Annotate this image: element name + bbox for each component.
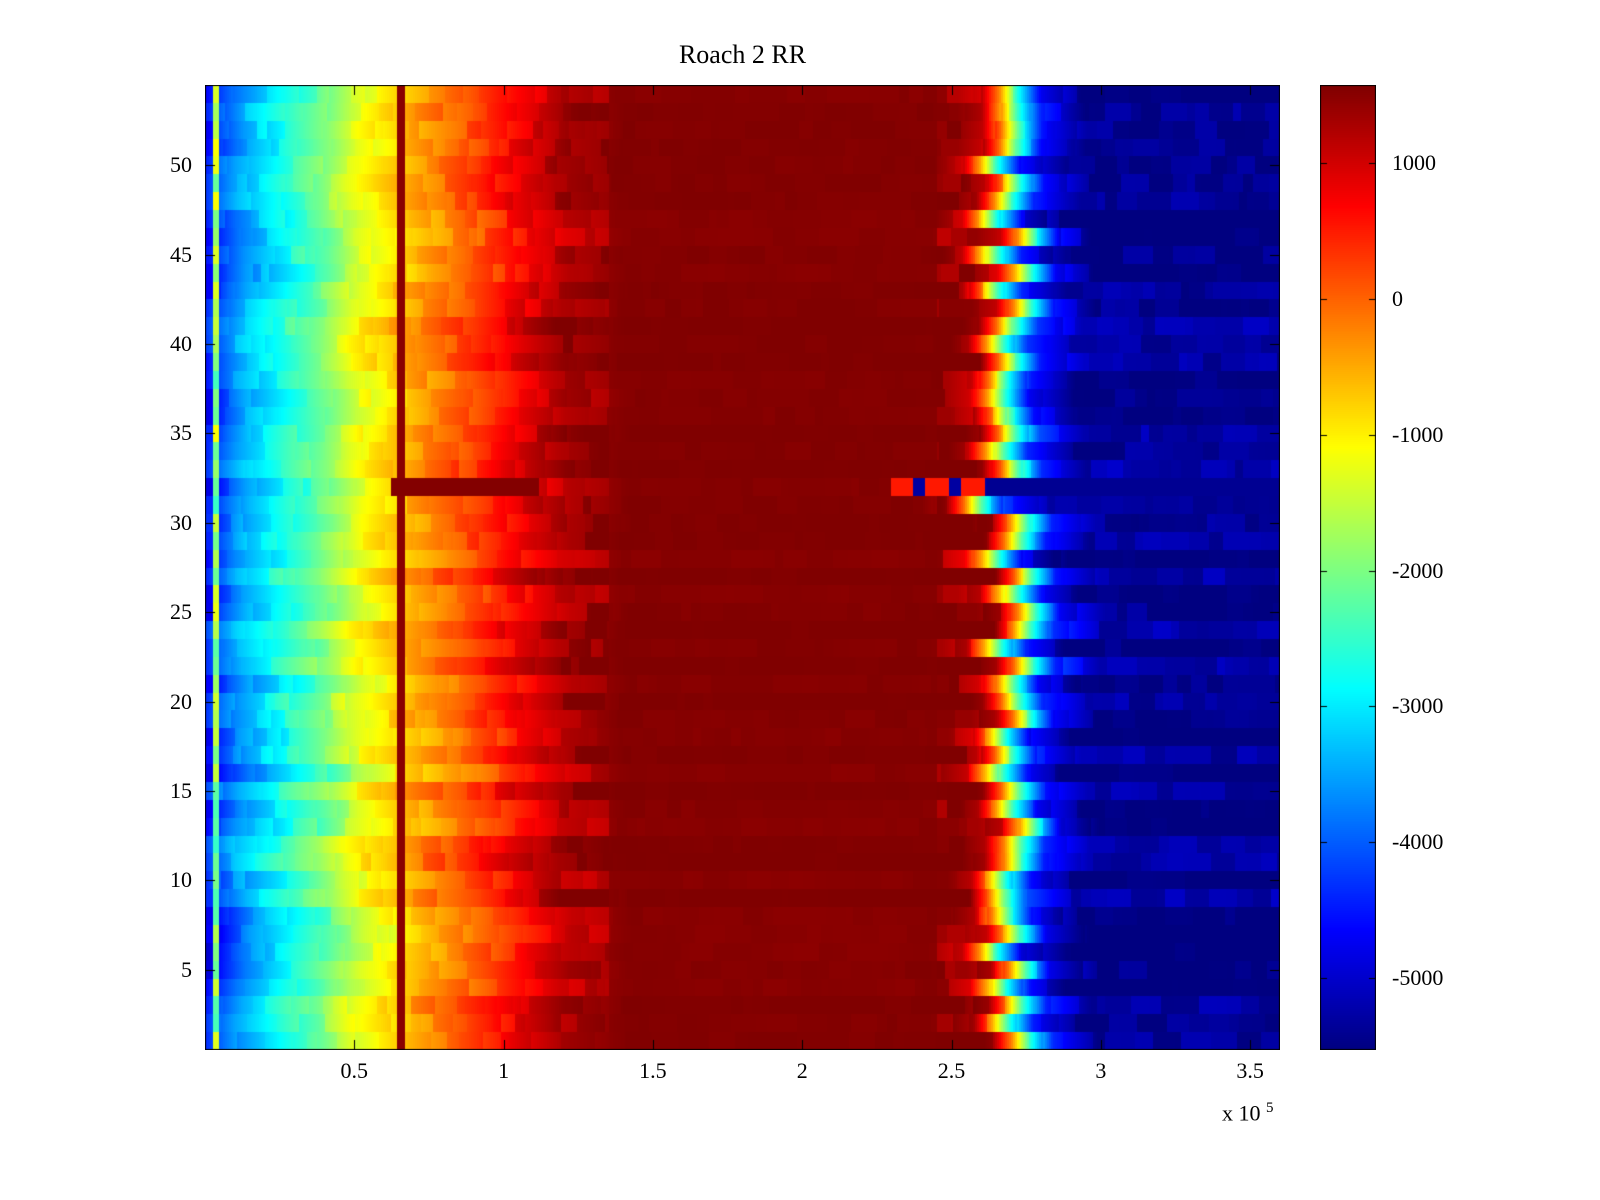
y-tick-label: 5 [181,956,192,982]
x-tick-label: 1.5 [639,1058,667,1083]
colorbar-tick-label: -1000 [1392,421,1444,447]
y-tick-label: 15 [170,777,192,803]
colorbar-tick-label: -2000 [1392,557,1444,583]
x-tick-label: 3 [1095,1058,1107,1083]
colorbar-canvas [1320,85,1376,1050]
x-axis-exponent-prefix: x 10 [1222,1100,1261,1126]
y-tick-label: 35 [170,420,192,446]
x-axis-exponent: x 10 5 [1222,1100,1274,1126]
x-tick-label: 3.5 [1236,1058,1264,1083]
heatmap-canvas [205,85,1280,1050]
x-tick-label: 2.5 [937,1058,966,1083]
colorbar-tick-label: -4000 [1392,829,1444,855]
y-tick-label: 45 [170,241,192,267]
y-tick-label: 20 [170,688,192,714]
y-tick-label: 30 [170,509,192,535]
colorbar-tick-label: 1000 [1392,150,1436,176]
y-tick-label: 25 [170,599,192,625]
chart-title: Roach 2 RR [678,40,807,69]
y-tick-label: 10 [170,867,192,893]
colorbar-tick-label: -3000 [1392,693,1444,719]
x-tick-label: 1 [498,1058,510,1083]
x-tick-label: 0.5 [340,1058,369,1083]
y-tick-label: 40 [170,331,192,357]
y-tick-label: 50 [170,152,192,178]
x-axis-exponent-power: 5 [1266,1100,1274,1116]
x-tick-label: 2 [796,1058,808,1083]
colorbar-tick-label: 0 [1392,285,1403,311]
colorbar-tick-label: -5000 [1392,965,1444,990]
